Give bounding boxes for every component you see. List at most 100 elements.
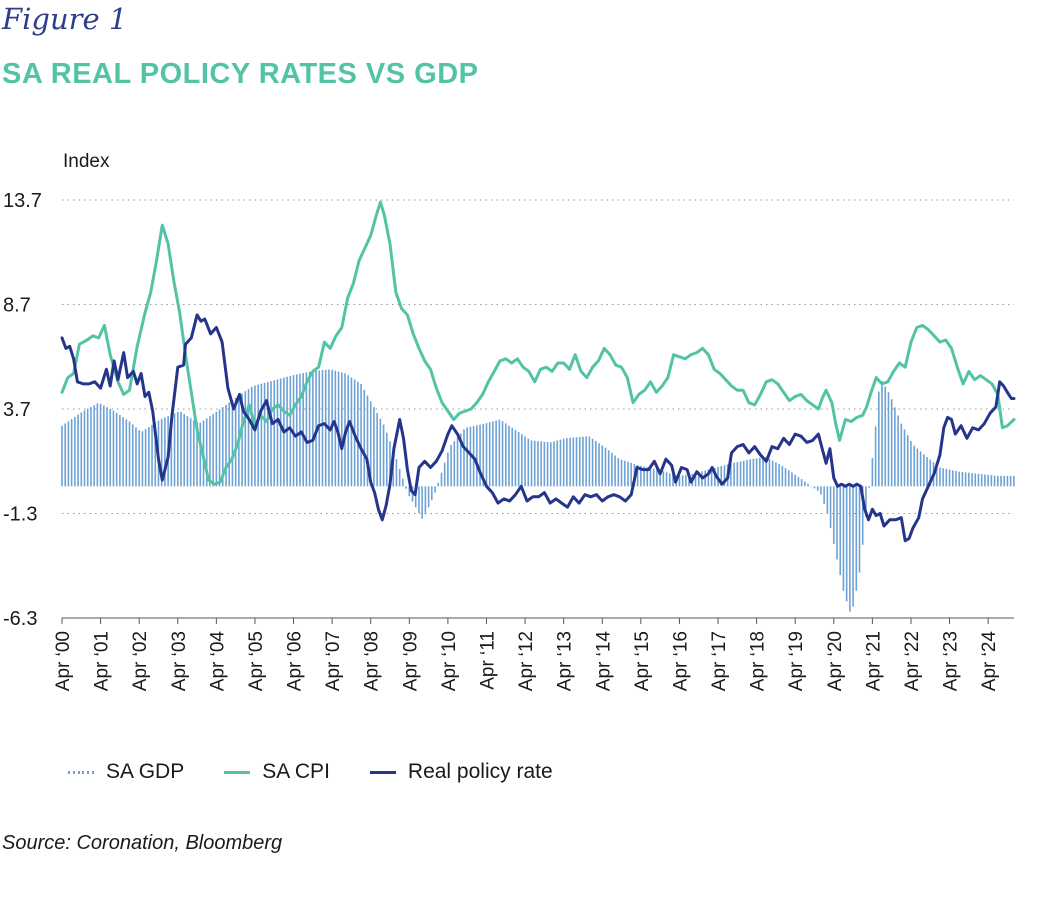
gdp-bar: [906, 435, 909, 487]
gdp-bar: [270, 381, 272, 487]
cpi-line-swatch: [224, 770, 251, 774]
gdp-bar: [96, 403, 99, 487]
gdp-bar: [832, 486, 835, 544]
gdp-bar: [897, 415, 899, 487]
gdp-bar: [437, 482, 440, 487]
gdp-bar: [903, 429, 906, 487]
gdp-bar: [900, 423, 903, 487]
gdp-bar: [794, 474, 796, 487]
gdp-bar: [810, 486, 813, 487]
gdp-bar: [546, 442, 549, 487]
gdp-bar: [797, 476, 800, 487]
gdp-bar: [955, 471, 957, 487]
gdp-bar: [730, 463, 732, 487]
gdp-bar: [376, 412, 378, 487]
gdp-bar: [572, 437, 575, 487]
x-tick-label: Apr ‘19: [786, 631, 807, 691]
gdp-bar: [755, 458, 758, 487]
gdp-bar: [80, 412, 83, 487]
gdp-bar: [556, 440, 559, 487]
gdp-bar: [569, 437, 571, 487]
legend-label: SA GDP: [106, 760, 185, 783]
gdp-bar: [482, 423, 485, 487]
gdp-bar: [768, 458, 771, 487]
gdp-bar: [813, 486, 816, 489]
gdp-bar: [720, 466, 723, 487]
gdp-bar: [379, 418, 382, 487]
gdp-bar: [704, 470, 706, 487]
gdp-bar: [601, 445, 604, 487]
gdp-bar: [521, 434, 523, 487]
x-tick-label: Apr ‘17: [709, 631, 730, 691]
gdp-bar: [408, 486, 411, 496]
gdp-bar: [871, 458, 874, 487]
gdp-bar: [1009, 475, 1012, 487]
gdp-bar: [305, 372, 308, 487]
gdp-bar: [781, 465, 784, 487]
gdp-bar: [443, 462, 446, 487]
gdp-bar: [369, 401, 372, 487]
gdp-bar: [321, 370, 324, 487]
gdp-bar: [151, 424, 153, 487]
x-tick-label: Apr ‘07: [323, 631, 344, 691]
gdp-bar: [1000, 475, 1002, 487]
gdp-bar: [752, 458, 755, 487]
gdp-bar: [170, 414, 173, 487]
gdp-bar: [119, 415, 121, 487]
gdp-bar: [746, 459, 748, 487]
gdp-bar: [1006, 475, 1009, 487]
gdp-bar: [479, 424, 481, 487]
gdp-bar: [498, 419, 501, 487]
gdp-bar: [807, 483, 809, 487]
gdp-bar: [530, 440, 533, 487]
gdp-bar: [598, 443, 600, 487]
x-tick-label: Apr ‘09: [400, 631, 421, 691]
gdp-bar: [672, 474, 674, 487]
gdp-bar: [849, 486, 851, 612]
gdp-bar: [77, 414, 79, 487]
gdp-bar: [176, 411, 179, 487]
gdp-bar-swatch: [68, 770, 94, 774]
x-tick-label: Apr ‘06: [285, 631, 306, 691]
gdp-bar: [263, 382, 266, 487]
gdp-bar: [173, 413, 176, 487]
figure-label: Figure 1: [2, 2, 128, 36]
gdp-bar: [739, 461, 742, 487]
gdp-bar: [845, 486, 848, 602]
gdp-bar: [977, 473, 980, 487]
gdp-bar: [868, 486, 870, 488]
gdp-bar: [890, 399, 893, 487]
gdp-bar: [189, 418, 192, 487]
gdp-bar: [160, 418, 163, 487]
gdp-bar: [765, 457, 768, 487]
gdp-bar: [923, 454, 925, 487]
gdp-bar: [643, 466, 645, 487]
gdp-bar: [771, 460, 774, 487]
gdp-bar: [148, 426, 150, 487]
gdp-bar: [749, 459, 751, 487]
gdp-bar: [630, 462, 632, 487]
gdp-bar: [373, 407, 375, 487]
gdp-bar: [109, 409, 112, 487]
cpi-line: [60, 200, 1016, 486]
gdp-bar: [958, 471, 961, 487]
gdp-bar: [93, 405, 95, 487]
gdp-bar: [106, 407, 108, 487]
gdp-bar: [466, 427, 468, 487]
gdp-bar: [800, 479, 803, 487]
gdp-bar: [212, 414, 214, 487]
gdp-bar: [575, 437, 578, 487]
gdp-bar: [324, 369, 327, 487]
gdp-bar: [67, 421, 70, 487]
gdp-bar: [414, 486, 417, 508]
gdp-bar: [707, 469, 710, 487]
gdp-bar: [241, 393, 243, 487]
gdp-bar: [385, 432, 388, 487]
gdp-bar: [762, 457, 764, 487]
x-tick-label: Apr ‘23: [941, 631, 962, 691]
gdp-bar: [363, 389, 366, 487]
gdp-bar: [553, 441, 555, 487]
gdp-bar: [887, 392, 890, 487]
x-tick-label: Apr ‘02: [130, 631, 151, 691]
y-tick-label: 3.7: [3, 399, 31, 421]
